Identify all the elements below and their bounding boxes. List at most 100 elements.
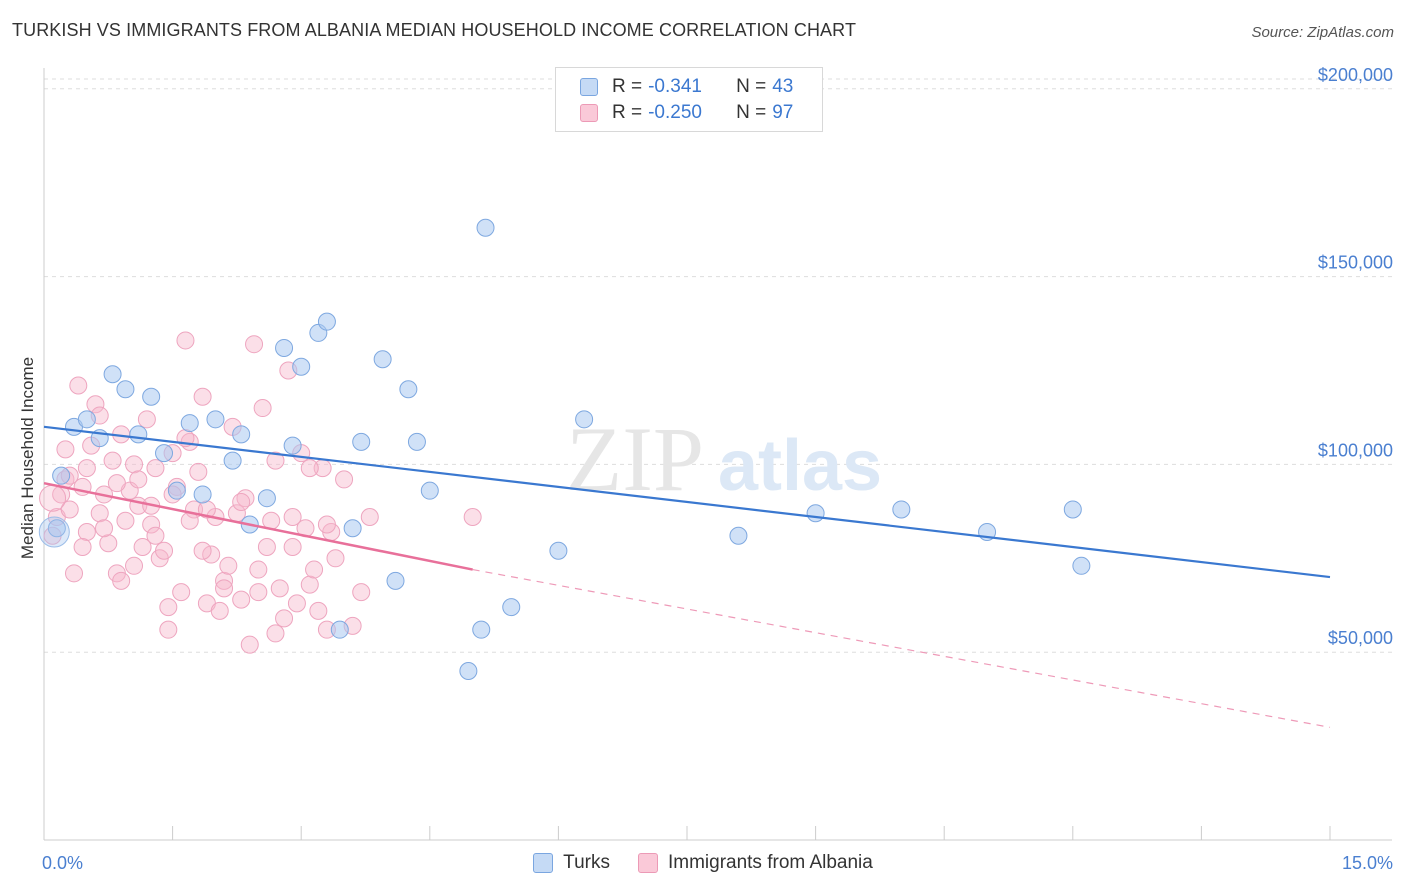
albania-point (133, 538, 152, 557)
turks-point (116, 380, 135, 399)
albania-point (326, 549, 345, 568)
albania-point (257, 538, 276, 557)
albania-point (219, 556, 238, 575)
albania-point (287, 594, 306, 613)
albania-point (95, 519, 114, 538)
legend-n-label: N = (736, 102, 767, 123)
turks-point (283, 436, 302, 455)
albania-point (56, 440, 75, 459)
albania-point (249, 560, 268, 579)
albania-point (266, 451, 285, 470)
albania-point (317, 515, 336, 534)
tick-labels: $50,000 $100,000 $150,000 $200,000 0.0% 15.0% (42, 65, 1393, 873)
legend-label-turks: Turks (563, 852, 610, 873)
turks-point (472, 620, 491, 639)
turks-point (352, 432, 371, 451)
x-tick-label: 0.0% (42, 853, 83, 873)
turks-swatch (533, 853, 554, 873)
albania-point (137, 410, 156, 429)
series-turks-points (38, 218, 1091, 680)
turks-point (223, 451, 242, 470)
turks-point (38, 516, 70, 548)
turks-point (77, 410, 96, 429)
albania-point (146, 459, 165, 478)
albania-point (159, 620, 178, 639)
albania-point (176, 331, 195, 350)
turks-point (257, 489, 276, 508)
turks-trend-line (43, 425, 1331, 579)
chart-title: TURKISH VS IMMIGRANTS FROM ALBANIA MEDIA… (12, 20, 857, 40)
legend-item-albania[interactable]: Immigrants from Albania (637, 852, 873, 874)
watermark-atlas: atlas (718, 426, 882, 506)
turks-swatch (580, 78, 598, 96)
albania-point (73, 538, 92, 557)
albania-point (193, 541, 212, 560)
albania-point (275, 609, 294, 628)
albania-point (189, 462, 208, 481)
turks-point (167, 481, 186, 500)
turks-point (399, 380, 418, 399)
turks-point (47, 519, 66, 538)
albania-point (172, 583, 191, 602)
albania-point (77, 459, 96, 478)
albania-point (155, 541, 174, 560)
albania-swatch (637, 853, 658, 873)
turks-point (155, 444, 174, 463)
albania-point (202, 545, 221, 564)
albania-point (39, 484, 67, 512)
albania-point (253, 399, 272, 418)
albania-point (352, 583, 371, 602)
series-legend: Turks Immigrants from Albania (0, 852, 1406, 874)
turks-point (103, 365, 122, 384)
albania-point (245, 335, 264, 354)
turks-point (180, 414, 199, 433)
turks-point (1063, 500, 1082, 519)
albania-point (99, 534, 118, 553)
albania-point (309, 601, 328, 620)
albania-point (283, 507, 302, 526)
turks-point (206, 410, 225, 429)
grid-lines (44, 78, 1394, 653)
turks-point (549, 541, 568, 560)
turks-point (232, 425, 251, 444)
turks-point (275, 338, 294, 357)
albania-swatch (580, 104, 598, 122)
albania-point (90, 504, 109, 523)
source-label: Source: ZipAtlas.com (1251, 24, 1394, 41)
turks-point (407, 432, 426, 451)
albania-point (300, 575, 319, 594)
albania-point (60, 500, 79, 519)
albania-point (215, 579, 234, 598)
albania-point (360, 507, 379, 526)
turks-point (1072, 556, 1091, 575)
turks-point (476, 218, 495, 237)
turks-point (292, 357, 311, 376)
legend-item-turks[interactable]: Turks (533, 852, 610, 874)
albania-point (193, 387, 212, 406)
albania-point (86, 395, 105, 414)
turks-point (575, 410, 594, 429)
legend-r-label: R = (612, 102, 643, 123)
turks-point (459, 661, 478, 680)
albania-point (305, 560, 324, 579)
legend-label-albania: Immigrants from Albania (667, 852, 873, 873)
turks-point (129, 425, 148, 444)
turks-point (502, 598, 521, 617)
legend-n-value-turks: 43 (772, 76, 794, 97)
turks-point (420, 481, 439, 500)
legend-row-albania: R = -0.250 N = 97 (580, 100, 793, 126)
albania-point (142, 515, 161, 534)
y-tick-label: $50,000 (1328, 628, 1393, 648)
albania-point (240, 635, 259, 654)
albania-point (159, 598, 178, 617)
turks-point (317, 312, 336, 331)
turks-point (729, 526, 748, 545)
turks-point (193, 485, 212, 504)
albania-trend-line (43, 481, 473, 571)
albania-point (129, 470, 148, 489)
albania-point (116, 511, 135, 530)
turks-point (806, 504, 825, 523)
turks-point (892, 500, 911, 519)
y-tick-label: $150,000 (1318, 253, 1393, 273)
